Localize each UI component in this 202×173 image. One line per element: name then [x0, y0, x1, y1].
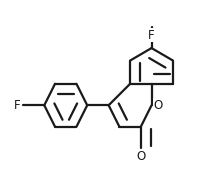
Text: O: O: [153, 99, 162, 112]
Text: F: F: [14, 99, 21, 112]
Text: O: O: [136, 150, 145, 163]
Text: F: F: [147, 29, 154, 42]
